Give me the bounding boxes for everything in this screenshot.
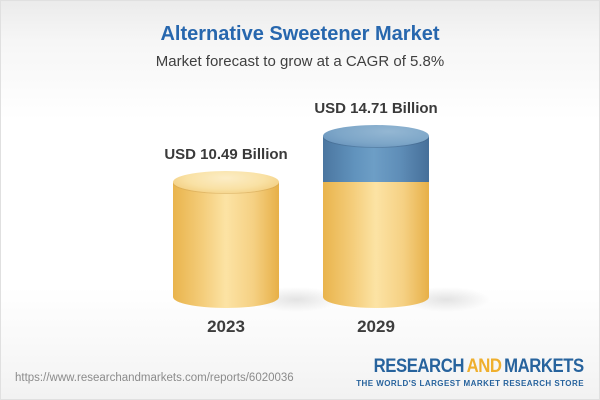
page-title: Alternative Sweetener Market	[160, 23, 440, 45]
logo-wordmark: RESEARCH AND MARKETS	[373, 356, 585, 377]
bar-2029: USD 14.71 Billion 2029	[314, 100, 437, 336]
bar-2023: USD 10.49 Billion 2023	[164, 146, 287, 336]
value-label-2029: USD 14.71 Billion	[314, 99, 438, 117]
source-url: https://www.researchandmarkets.com/repor…	[15, 372, 294, 384]
cylinder-base-segment-2029	[323, 182, 429, 308]
category-label-2023: 2023	[207, 317, 245, 336]
page-subtitle: Market forecast to grow at a CAGR of 5.8…	[155, 53, 445, 70]
category-label-2029: 2029	[357, 317, 395, 336]
value-label-2023: USD 10.49 Billion	[164, 146, 288, 163]
logo-word-markets: MARKETS	[504, 356, 584, 377]
cylinder-top-2023	[173, 171, 279, 193]
cylinder-body-2023	[173, 182, 279, 308]
research-and-markets-logo: RESEARCH AND MARKETS THE WORLD'S LARGEST M…	[345, 357, 584, 388]
logo-word-and: AND	[466, 356, 502, 377]
cylinder-top-2029	[323, 124, 429, 147]
logo-word-research: RESEARCH	[373, 356, 465, 377]
logo-tagline: THE WORLD'S LARGEST MARKET RESEARCH STOR…	[356, 379, 584, 388]
